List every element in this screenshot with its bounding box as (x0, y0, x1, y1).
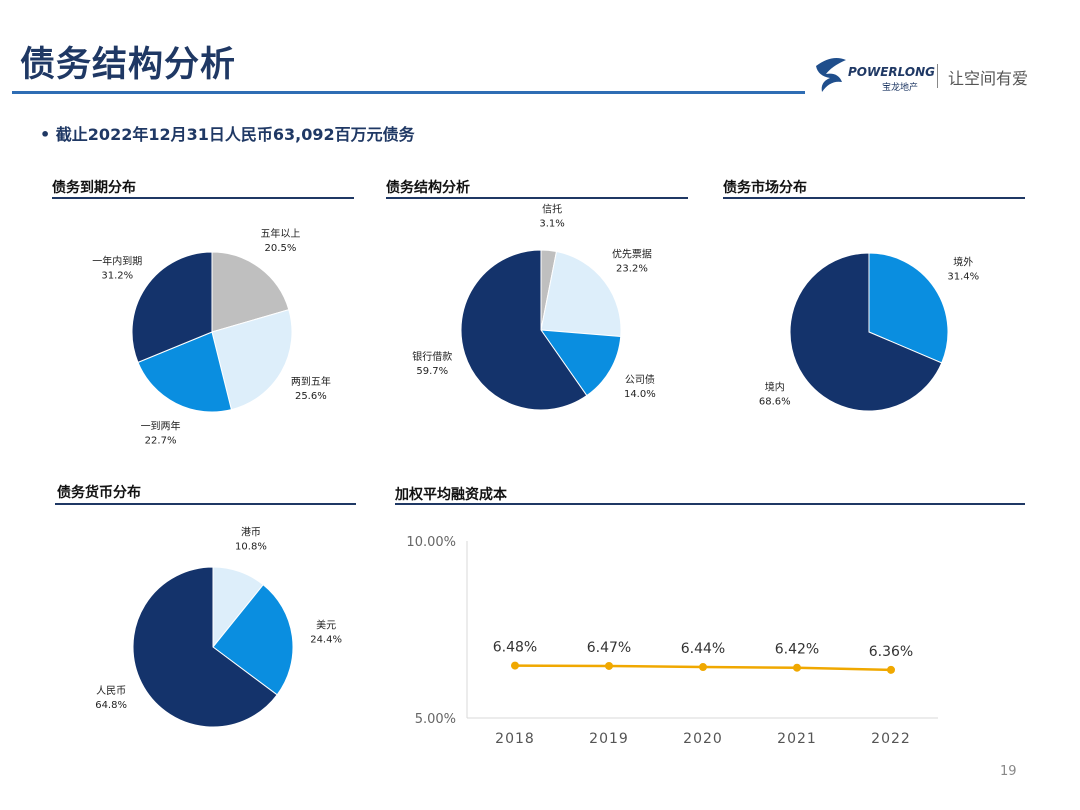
data-point (699, 663, 707, 672)
svg-text:宝龙地产: 宝龙地产 (882, 81, 918, 93)
pie-slice (211, 309, 293, 411)
data-label: 6.44% (681, 641, 725, 657)
data-point (887, 665, 895, 674)
pie-slice (211, 251, 290, 333)
slice-value: 3.1% (539, 219, 564, 230)
slice-label: 公司债 (625, 373, 655, 386)
section-title-currency: 债务货币分布 (57, 485, 141, 501)
slice-label: 人民币 (96, 685, 126, 697)
slice-value: 31.4% (947, 272, 979, 283)
page-title: 债务结构分析 (20, 45, 237, 85)
pie-slice (212, 584, 294, 696)
data-label: 6.48% (493, 640, 537, 656)
slice-value: 64.8% (95, 700, 127, 711)
slice-value: 10.8% (235, 541, 267, 552)
slice-label: 银行借款 (412, 350, 452, 363)
slice-label: 信托 (542, 203, 562, 216)
slice-label: 港币 (241, 526, 261, 538)
section-divider (52, 197, 354, 199)
x-tick-label: 2018 (495, 731, 535, 747)
section-divider (723, 197, 1025, 199)
data-label: 6.36% (869, 644, 913, 660)
slice-label: 两到五年 (291, 375, 331, 388)
pie-slice (540, 250, 622, 338)
pie-slice (132, 566, 278, 728)
slice-label: 美元 (316, 619, 336, 632)
title-divider (12, 91, 805, 94)
section-title-cost: 加权平均融资成本 (395, 487, 507, 503)
data-label: 6.47% (587, 640, 631, 656)
slice-value: 14.0% (624, 389, 656, 400)
slice-value: 59.7% (416, 366, 448, 377)
x-tick-label: 2019 (589, 731, 629, 747)
pie-slice (868, 252, 949, 364)
data-point (793, 663, 801, 672)
svg-text:POWERLONG: POWERLONG (848, 65, 935, 79)
data-label: 6.42% (775, 642, 819, 658)
slice-label: 境外 (953, 256, 973, 269)
slice-value: 68.6% (759, 396, 791, 407)
pie-slice (460, 249, 588, 411)
x-tick-label: 2020 (683, 731, 723, 747)
pie-slice (539, 329, 622, 397)
section-divider (386, 197, 688, 199)
pie-slice (131, 251, 213, 364)
pie-slice (789, 252, 943, 412)
slice-label: 一到两年 (141, 420, 181, 433)
slice-label: 境内 (765, 380, 785, 393)
section-title-structure: 债务结构分析 (386, 180, 470, 196)
section-title-market: 债务市场分布 (723, 180, 807, 196)
section-title-maturity: 债务到期分布 (52, 180, 136, 196)
slice-value: 31.2% (101, 271, 133, 282)
data-point (511, 661, 519, 670)
page-number: 19 (1000, 764, 1017, 779)
x-tick-label: 2022 (871, 731, 911, 747)
slice-value: 20.5% (265, 243, 297, 254)
section-divider (395, 503, 1025, 505)
pie-slice (137, 331, 233, 413)
powerlong-logo: POWERLONG 宝龙地产 让空间有爱 (816, 58, 1028, 93)
slice-label: 优先票据 (612, 247, 652, 260)
slice-value: 22.7% (145, 436, 177, 447)
slice-label: 五年以上 (260, 227, 300, 240)
y-tick-label: 5.00% (415, 712, 456, 727)
x-tick-label: 2021 (777, 731, 817, 747)
svg-text:让空间有爱: 让空间有爱 (948, 69, 1028, 88)
summary-bullet: • 截止2022年12月31日人民币63,092百万元债务 (40, 125, 415, 144)
slice-label: 一年内到期 (92, 255, 142, 268)
section-divider (55, 503, 356, 505)
slice-value: 24.4% (310, 635, 342, 646)
slice-value: 25.6% (295, 391, 327, 402)
data-point (605, 661, 613, 670)
slice-value: 23.2% (616, 263, 648, 274)
y-tick-label: 10.00% (406, 535, 456, 550)
